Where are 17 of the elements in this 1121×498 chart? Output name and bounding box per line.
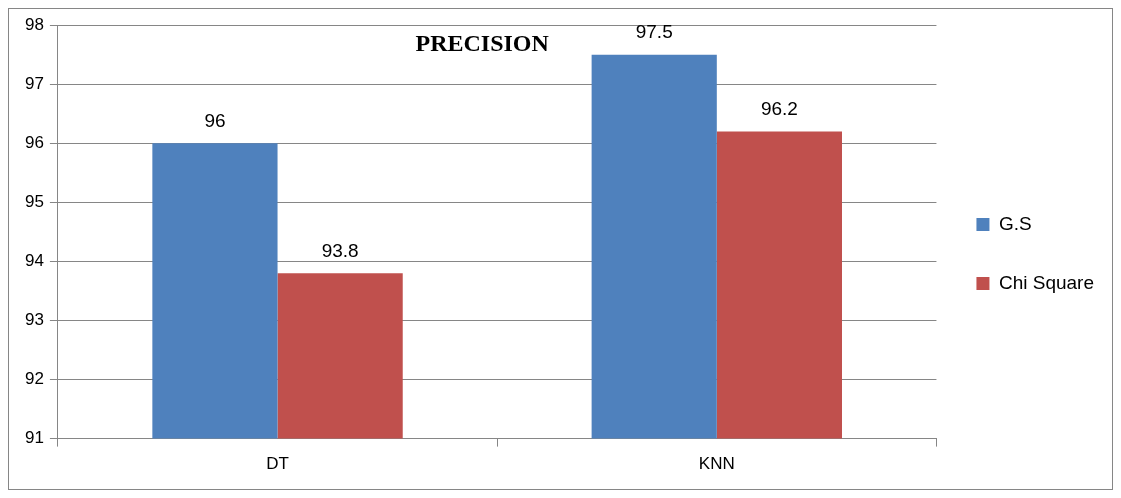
y-tick-label: 94	[24, 251, 44, 271]
data-label: 96.2	[760, 98, 798, 120]
legend-label: G.S	[998, 212, 1032, 234]
y-tick-label: 98	[24, 14, 44, 34]
x-tick-label: KNN	[698, 454, 735, 474]
x-tick-label: DT	[266, 454, 289, 474]
data-label: 96	[204, 110, 226, 132]
chart-title: PRECISION	[415, 30, 550, 57]
y-tick-label: 96	[24, 133, 44, 152]
legend-label: Chi Square	[998, 271, 1095, 293]
y-tick-label: 92	[24, 369, 44, 389]
data-label: 93.8	[321, 239, 359, 261]
y-tick-label: 93	[24, 310, 44, 330]
y-tick-label: 95	[24, 192, 44, 212]
y-tick-label: 97	[24, 73, 44, 93]
data-label: 97.5	[635, 21, 673, 43]
y-tick-label: 91	[24, 428, 44, 448]
